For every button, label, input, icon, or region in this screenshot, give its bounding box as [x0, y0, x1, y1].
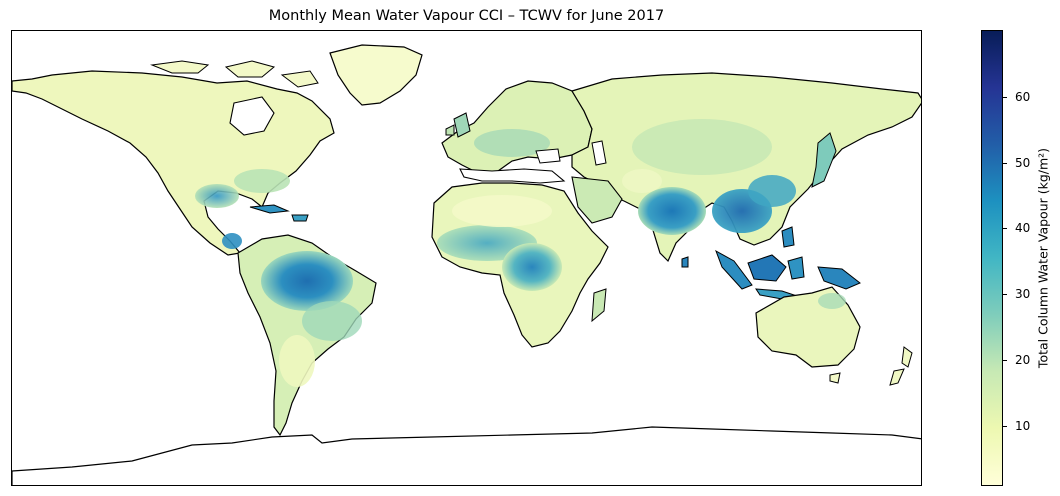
colorbar-tick-label: 60	[1015, 90, 1031, 104]
colorbar-tick-label: 40	[1015, 221, 1031, 235]
north-america-landmass	[12, 70, 335, 256]
colorbar-tick-mark	[1003, 97, 1007, 98]
colorbar-tick-label: 10	[1015, 419, 1031, 433]
colorbar-gradient	[982, 31, 1002, 485]
greenland	[329, 44, 423, 106]
colorbar-tick-label: 30	[1015, 287, 1031, 301]
antarctica-landmass	[12, 426, 921, 485]
colorbar-tick-mark	[1003, 228, 1007, 229]
colorbar-tick-mark	[1003, 294, 1007, 295]
colorbar	[981, 30, 1003, 486]
colorbar-label: Total Column Water Vapour (kg/m²)	[1035, 147, 1051, 369]
colorbar-tick-label: 20	[1015, 353, 1031, 367]
map-title: Monthly Mean Water Vapour CCI – TCWV for…	[268, 8, 665, 24]
colorbar-tick-mark	[1003, 426, 1007, 427]
map-canvas	[12, 44, 921, 485]
world-map	[11, 30, 922, 486]
colorbar-tick-label: 50	[1015, 156, 1031, 170]
colorbar-tick-mark	[1003, 163, 1007, 164]
colorbar-tick-mark	[1003, 360, 1007, 361]
